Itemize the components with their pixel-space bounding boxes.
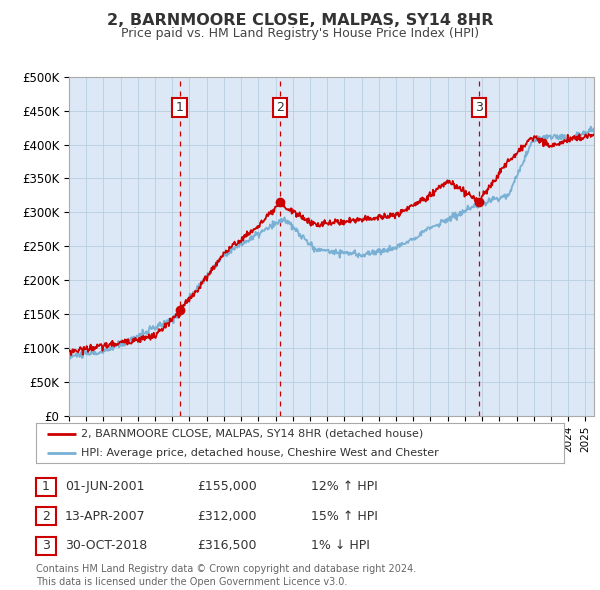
Text: 2, BARNMOORE CLOSE, MALPAS, SY14 8HR: 2, BARNMOORE CLOSE, MALPAS, SY14 8HR [107,13,493,28]
Text: 13-APR-2007: 13-APR-2007 [65,510,145,523]
Text: £155,000: £155,000 [197,480,257,493]
Text: HPI: Average price, detached house, Cheshire West and Chester: HPI: Average price, detached house, Ches… [81,448,439,458]
Text: 2: 2 [277,101,284,114]
Text: 3: 3 [42,539,50,552]
Text: 12% ↑ HPI: 12% ↑ HPI [311,480,377,493]
Text: 30-OCT-2018: 30-OCT-2018 [65,539,147,552]
Text: Price paid vs. HM Land Registry's House Price Index (HPI): Price paid vs. HM Land Registry's House … [121,27,479,40]
Text: 1: 1 [42,480,50,493]
Text: Contains HM Land Registry data © Crown copyright and database right 2024.
This d: Contains HM Land Registry data © Crown c… [36,564,416,587]
Text: 1: 1 [176,101,184,114]
Text: 1% ↓ HPI: 1% ↓ HPI [311,539,370,552]
Text: 2, BARNMOORE CLOSE, MALPAS, SY14 8HR (detached house): 2, BARNMOORE CLOSE, MALPAS, SY14 8HR (de… [81,429,423,439]
Text: 15% ↑ HPI: 15% ↑ HPI [311,510,377,523]
Text: 01-JUN-2001: 01-JUN-2001 [65,480,145,493]
Text: £312,000: £312,000 [197,510,256,523]
Text: £316,500: £316,500 [197,539,256,552]
Text: 3: 3 [475,101,483,114]
Text: 2: 2 [42,510,50,523]
